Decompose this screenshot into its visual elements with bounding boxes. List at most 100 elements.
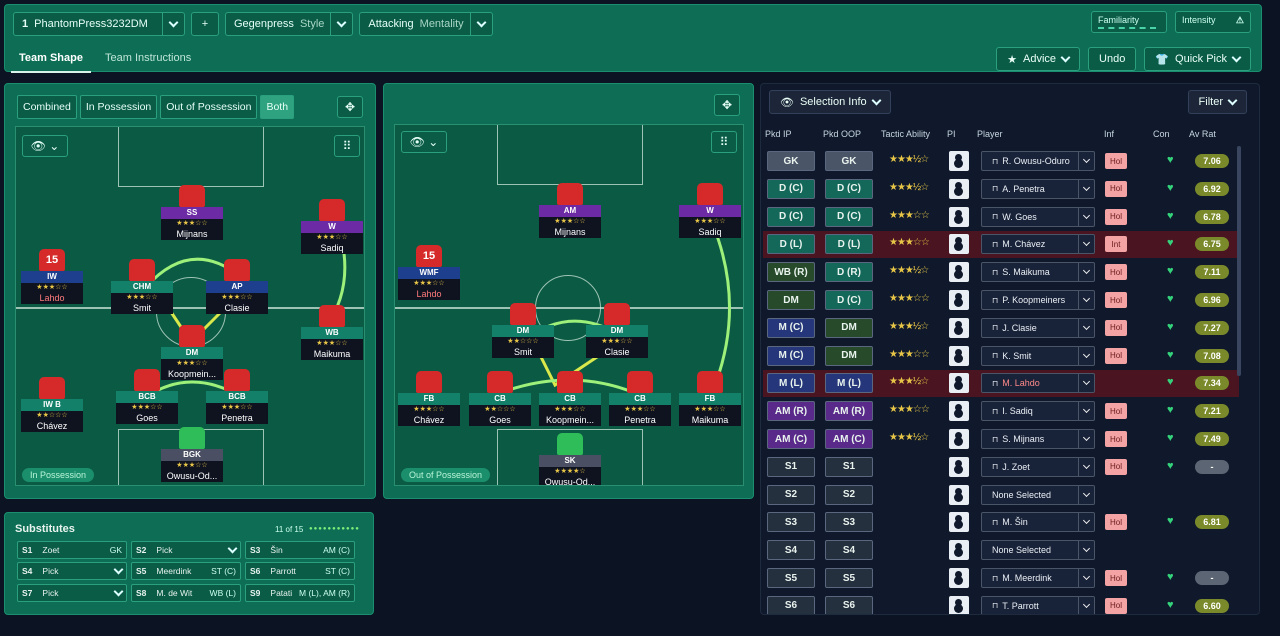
substitute-slot[interactable]: S8 M. de Wit WB (L)	[131, 584, 241, 602]
player-card[interactable]: FB ★★★☆☆ Maikuma	[679, 371, 741, 426]
player-card[interactable]: AM ★★★☆☆ Mijnans	[539, 183, 601, 238]
picked-ip-position[interactable]: S1	[767, 456, 815, 477]
table-row[interactable]: D (C) D (C) ★★★½☆ ⊓ A. Penetra Hol ♥ 6.92	[763, 176, 1239, 203]
player-select[interactable]: ⊓ I. Sadiq	[981, 401, 1095, 422]
grid-icon[interactable]: ⠿	[711, 131, 737, 153]
header-pi[interactable]: PI	[947, 129, 956, 139]
picked-ip-position[interactable]: DM	[767, 290, 815, 310]
picked-ip-position[interactable]: AM (R)	[767, 401, 815, 422]
person-icon[interactable]	[949, 178, 969, 199]
person-icon[interactable]	[949, 345, 969, 366]
header-player[interactable]: Player	[977, 129, 1003, 139]
picked-ip-position[interactable]: S3	[767, 512, 815, 533]
substitute-slot[interactable]: S4 Pick	[17, 562, 127, 580]
substitute-slot[interactable]: S6 Parrott ST (C)	[245, 562, 355, 580]
player-select[interactable]: ⊓ K. Smit	[981, 345, 1095, 366]
table-row[interactable]: M (C) DM ★★★½☆ ⊓ J. Clasie Hol ♥ 7.27	[763, 315, 1239, 342]
picked-oop-position[interactable]: S2	[825, 484, 873, 505]
person-icon[interactable]	[949, 568, 969, 588]
player-card[interactable]: AP ★★★☆☆ Clasie	[206, 259, 268, 314]
person-icon[interactable]	[949, 262, 969, 283]
player-card[interactable]: DM ★★☆☆☆ Smit	[492, 303, 554, 358]
header-pkd-oop[interactable]: Pkd OOP	[823, 129, 862, 139]
person-icon[interactable]	[949, 234, 969, 255]
substitute-slot[interactable]: S9 Patati M (L), AM (R)	[245, 584, 355, 602]
picked-oop-position[interactable]: GK	[825, 151, 873, 171]
player-select[interactable]: ⊓ M. Lahdo	[981, 373, 1095, 394]
picked-ip-position[interactable]: S6	[767, 595, 815, 614]
person-icon[interactable]	[949, 290, 969, 310]
tab-team-instructions[interactable]: Team Instructions	[105, 52, 192, 64]
table-row[interactable]: GK GK ★★★½☆ ⊓ R. Owusu-Oduro Hol ♥ 7.06	[763, 148, 1239, 175]
table-row[interactable]: DM D (C) ★★★☆☆ ⊓ P. Koopmeiners Hol ♥ 6.96	[763, 287, 1239, 314]
person-icon[interactable]	[949, 484, 969, 505]
picked-ip-position[interactable]: D (C)	[767, 178, 815, 199]
player-select[interactable]: ⊓ J. Zoet	[981, 456, 1095, 477]
picked-oop-position[interactable]: S1	[825, 456, 873, 477]
formation-select[interactable]: 1 PhantomPress3232DM	[13, 12, 185, 36]
person-icon[interactable]	[949, 317, 969, 338]
substitute-slot[interactable]: S3 Šin AM (C)	[245, 541, 355, 559]
picked-oop-position[interactable]: DM	[825, 345, 873, 366]
player-select[interactable]: ⊓ S. Maikuma	[981, 262, 1095, 283]
player-select[interactable]: ⊓ T. Parrott	[981, 595, 1095, 614]
player-card[interactable]: FB ★★★☆☆ Chávez	[398, 371, 460, 426]
player-select[interactable]: ⊓ W. Goes	[981, 206, 1095, 227]
person-icon[interactable]	[949, 401, 969, 422]
picked-oop-position[interactable]: S3	[825, 512, 873, 533]
scrollbar[interactable]	[1237, 146, 1241, 376]
tab-both[interactable]: Both	[260, 95, 295, 119]
table-row[interactable]: M (C) DM ★★★☆☆ ⊓ K. Smit Hol ♥ 7.08	[763, 343, 1239, 370]
quick-pick-button[interactable]: 👕 Quick Pick	[1144, 47, 1251, 71]
mentality-select[interactable]: Attacking Mentality	[359, 12, 493, 36]
picked-ip-position[interactable]: M (C)	[767, 317, 815, 338]
header-inf[interactable]: Inf	[1104, 129, 1115, 139]
picked-oop-position[interactable]: D (L)	[825, 234, 873, 255]
header-tactic-ability[interactable]: Tactic Ability	[881, 129, 931, 139]
style-select[interactable]: Gegenpress Style	[225, 12, 354, 36]
player-card[interactable]: W ★★★☆☆ Sadiq	[679, 183, 741, 238]
header-pkd-ip[interactable]: Pkd IP	[765, 129, 792, 139]
picked-oop-position[interactable]: S5	[825, 568, 873, 588]
player-card[interactable]: W ★★★☆☆ Sadiq	[301, 199, 363, 254]
add-tactic-button[interactable]: +	[191, 12, 219, 36]
person-icon[interactable]	[949, 206, 969, 227]
advice-button[interactable]: ★ Advice	[996, 47, 1081, 71]
picked-ip-position[interactable]: D (L)	[767, 234, 815, 255]
player-card[interactable]: DM ★★★☆☆ Koopmein...	[161, 325, 223, 380]
player-select[interactable]: ⊓ J. Clasie	[981, 317, 1095, 338]
picked-oop-position[interactable]: D (C)	[825, 290, 873, 310]
undo-button[interactable]: Undo	[1088, 47, 1137, 71]
picked-oop-position[interactable]: S6	[825, 595, 873, 614]
selection-info-select[interactable]: 👁 Selection Info	[769, 90, 891, 114]
tab-combined[interactable]: Combined	[17, 95, 77, 119]
person-icon[interactable]	[949, 595, 969, 614]
picked-oop-position[interactable]: D (C)	[825, 206, 873, 227]
tab-in-possession[interactable]: In Possession	[79, 95, 158, 119]
filter-button[interactable]: Filter	[1187, 90, 1247, 114]
header-con[interactable]: Con	[1153, 129, 1170, 139]
person-icon[interactable]	[949, 151, 969, 171]
familiarity-meter[interactable]: Familiarity	[1091, 11, 1167, 33]
person-icon[interactable]	[949, 512, 969, 533]
picked-ip-position[interactable]: GK	[767, 151, 815, 171]
picked-ip-position[interactable]: M (L)	[767, 373, 815, 394]
player-card[interactable]: 15 WMF ★★★☆☆ Lahdo	[398, 245, 460, 300]
table-row[interactable]: S6 S6 ⊓ T. Parrott Hol ♥ 6.60	[763, 593, 1239, 614]
picked-ip-position[interactable]: M (C)	[767, 345, 815, 366]
player-card[interactable]: CB ★★★☆☆ Koopmein...	[539, 371, 601, 426]
player-select[interactable]: ⊓ A. Penetra	[981, 178, 1095, 199]
table-row[interactable]: AM (R) AM (R) ★★★☆☆ ⊓ I. Sadiq Hol ♥ 7.21	[763, 398, 1239, 425]
picked-oop-position[interactable]: D (R)	[825, 262, 873, 283]
substitute-slot[interactable]: S1 Zoet GK	[17, 541, 127, 559]
picked-oop-position[interactable]: AM (C)	[825, 429, 873, 449]
picked-oop-position[interactable]: S4	[825, 540, 873, 561]
person-icon[interactable]	[949, 540, 969, 561]
table-row[interactable]: AM (C) AM (C) ★★★½☆ ⊓ S. Mijnans Hol ♥ 7.49	[763, 426, 1239, 453]
table-row[interactable]: S1 S1 ⊓ J. Zoet Hol ♥ -	[763, 454, 1239, 481]
table-row[interactable]: S4 S4 None Selected	[763, 537, 1239, 564]
person-icon[interactable]	[949, 429, 969, 449]
move-icon[interactable]: ✥	[714, 94, 740, 116]
picked-ip-position[interactable]: S2	[767, 484, 815, 505]
picked-ip-position[interactable]: AM (C)	[767, 429, 815, 449]
